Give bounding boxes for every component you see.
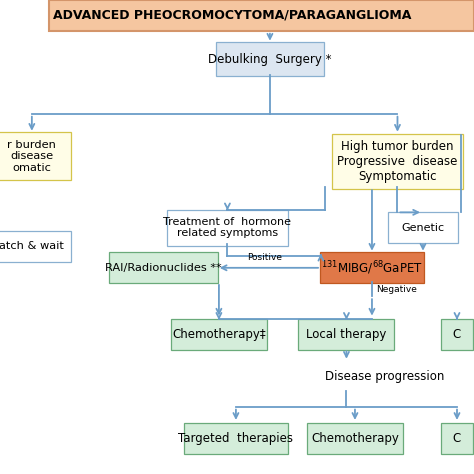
FancyBboxPatch shape bbox=[216, 42, 324, 76]
FancyBboxPatch shape bbox=[441, 423, 473, 454]
FancyBboxPatch shape bbox=[388, 212, 458, 243]
FancyBboxPatch shape bbox=[167, 210, 288, 246]
FancyBboxPatch shape bbox=[0, 231, 72, 262]
Text: C: C bbox=[453, 432, 461, 445]
Text: Positive: Positive bbox=[247, 253, 282, 262]
FancyBboxPatch shape bbox=[109, 252, 218, 283]
Text: Disease progression: Disease progression bbox=[325, 370, 445, 383]
FancyBboxPatch shape bbox=[307, 423, 403, 454]
Text: ADVANCED PHEOCROMOCYTOMA/PARAGANGLIOMA: ADVANCED PHEOCROMOCYTOMA/PARAGANGLIOMA bbox=[53, 9, 411, 22]
Text: Genetic: Genetic bbox=[401, 222, 445, 233]
Text: Negative: Negative bbox=[376, 285, 417, 293]
FancyBboxPatch shape bbox=[49, 0, 474, 31]
Text: Chemotherapy: Chemotherapy bbox=[311, 432, 399, 445]
FancyBboxPatch shape bbox=[171, 319, 267, 350]
FancyBboxPatch shape bbox=[183, 423, 288, 454]
FancyBboxPatch shape bbox=[441, 319, 473, 350]
Text: RAI/Radionuclides **: RAI/Radionuclides ** bbox=[105, 263, 222, 273]
FancyBboxPatch shape bbox=[299, 319, 394, 350]
Text: Chemotherapy‡: Chemotherapy‡ bbox=[172, 328, 266, 341]
Text: High tumor burden
Progressive  disease
Symptomatic: High tumor burden Progressive disease Sy… bbox=[337, 140, 458, 182]
Text: Debulking  Surgery *: Debulking Surgery * bbox=[208, 53, 332, 66]
Text: atch & wait: atch & wait bbox=[0, 241, 64, 252]
Text: C: C bbox=[453, 328, 461, 341]
FancyBboxPatch shape bbox=[0, 133, 72, 180]
Text: $^{131}$MIBG/$^{68}$GaPET: $^{131}$MIBG/$^{68}$GaPET bbox=[321, 259, 423, 277]
FancyBboxPatch shape bbox=[332, 134, 463, 189]
Text: r burden
disease
omatic: r burden disease omatic bbox=[8, 140, 56, 173]
Text: Treatment of  hormone
related symptoms: Treatment of hormone related symptoms bbox=[164, 217, 292, 238]
Text: Targeted  therapies: Targeted therapies bbox=[178, 432, 293, 445]
FancyBboxPatch shape bbox=[319, 361, 450, 392]
FancyBboxPatch shape bbox=[319, 252, 424, 283]
Text: Local therapy: Local therapy bbox=[306, 328, 387, 341]
